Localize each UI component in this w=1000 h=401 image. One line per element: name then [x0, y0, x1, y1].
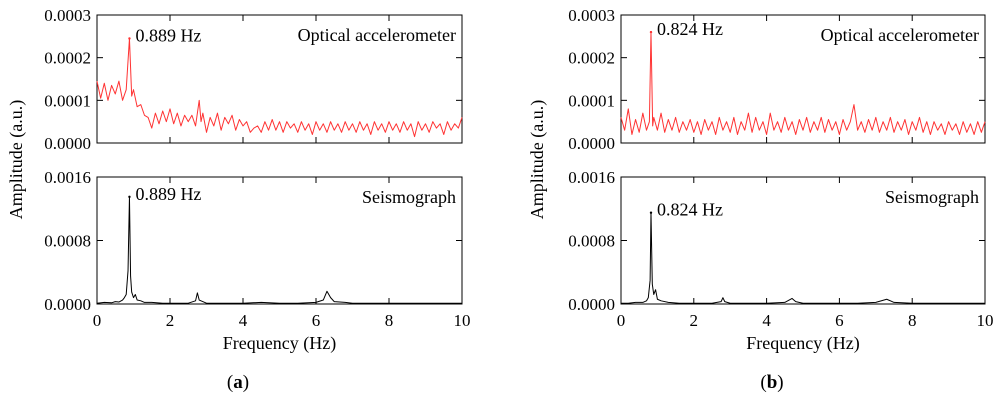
y-tick-label: 0.0016 [44, 168, 91, 187]
panel-label: (a) [227, 372, 249, 393]
series-line-top [620, 31, 986, 135]
plot-frame [620, 14, 986, 144]
legend-label: Optical accelerometer [298, 25, 456, 45]
legend-label: Seismograph [885, 187, 979, 207]
x-tick-label: 10 [454, 311, 471, 330]
y-tick-label: 0.0003 [568, 6, 615, 25]
y-tick-label: 0.0016 [568, 168, 615, 187]
peak-label: 0.889 Hz [135, 184, 201, 204]
y-tick-label: 0.0000 [568, 295, 615, 314]
y-tick-label: 0.0000 [44, 295, 91, 314]
y-tick-label: 0.0001 [44, 91, 91, 110]
x-tick-label: 6 [312, 311, 321, 330]
y-axis-title: Amplitude (a.u.) [6, 100, 27, 219]
x-tick-label: 10 [977, 311, 994, 330]
y-tick-label: 0.0000 [44, 134, 91, 153]
x-tick-label: 8 [385, 311, 394, 330]
y-tick-label: 0.0008 [44, 232, 91, 251]
x-tick-label: 4 [239, 311, 248, 330]
x-tick-label: 6 [835, 311, 844, 330]
peak-label: 0.824 Hz [657, 19, 723, 39]
plot-frame [96, 14, 463, 144]
x-tick-label: 8 [908, 311, 917, 330]
panel-label: (b) [760, 372, 783, 393]
peak-label: 0.824 Hz [657, 200, 723, 220]
peak-point [649, 30, 653, 34]
peak-label: 0.889 Hz [135, 25, 201, 45]
x-axis-title: Frequency (Hz) [223, 333, 336, 354]
legend-label: Seismograph [362, 187, 456, 207]
panel-b: 0.0000 0.0001 0.0002 0.0003 0.824 Hz Optical … [527, 6, 994, 393]
x-tick-label: 2 [690, 311, 699, 330]
x-tick-label: 4 [762, 311, 771, 330]
peak-point [128, 37, 131, 40]
y-axis-title: Amplitude (a.u.) [527, 100, 548, 219]
y-tick-label: 0.0001 [568, 91, 615, 110]
x-tick-label: 2 [166, 311, 175, 330]
y-tick-label: 0.0000 [568, 134, 615, 153]
x-tick-label: 0 [93, 311, 102, 330]
series-line-top [96, 37, 463, 138]
series-line-bottom [96, 196, 462, 304]
x-axis-title: Frequency (Hz) [746, 333, 859, 354]
y-tick-label: 0.0008 [568, 232, 615, 251]
legend-label: Optical accelerometer [821, 25, 979, 45]
y-tick-label: 0.0002 [568, 49, 615, 68]
x-tick-label: 0 [617, 311, 626, 330]
y-tick-label: 0.0003 [44, 6, 91, 25]
subplot-bottom: 0.0000 0.0008 0.0016 0 2 4 6 8 10 0.889 Hz Seismog… [44, 168, 470, 330]
subplot-bottom: 0.0000 0.0008 0.0016 0 2 4 6 8 10 0.824 Hz Seismog… [568, 168, 993, 330]
subplot-top: 0.0000 0.0001 0.0002 0.0003 0.889 Hz Optical … [44, 6, 463, 153]
peak-point [649, 211, 653, 214]
subplot-top: 0.0000 0.0001 0.0002 0.0003 0.824 Hz Optical … [568, 6, 986, 153]
panel-a: 0.0000 0.0001 0.0002 0.0003 0.889 Hz Optical … [6, 6, 471, 393]
series-line-bottom [621, 212, 985, 304]
y-tick-label: 0.0002 [44, 49, 91, 68]
peak-point [128, 195, 131, 199]
